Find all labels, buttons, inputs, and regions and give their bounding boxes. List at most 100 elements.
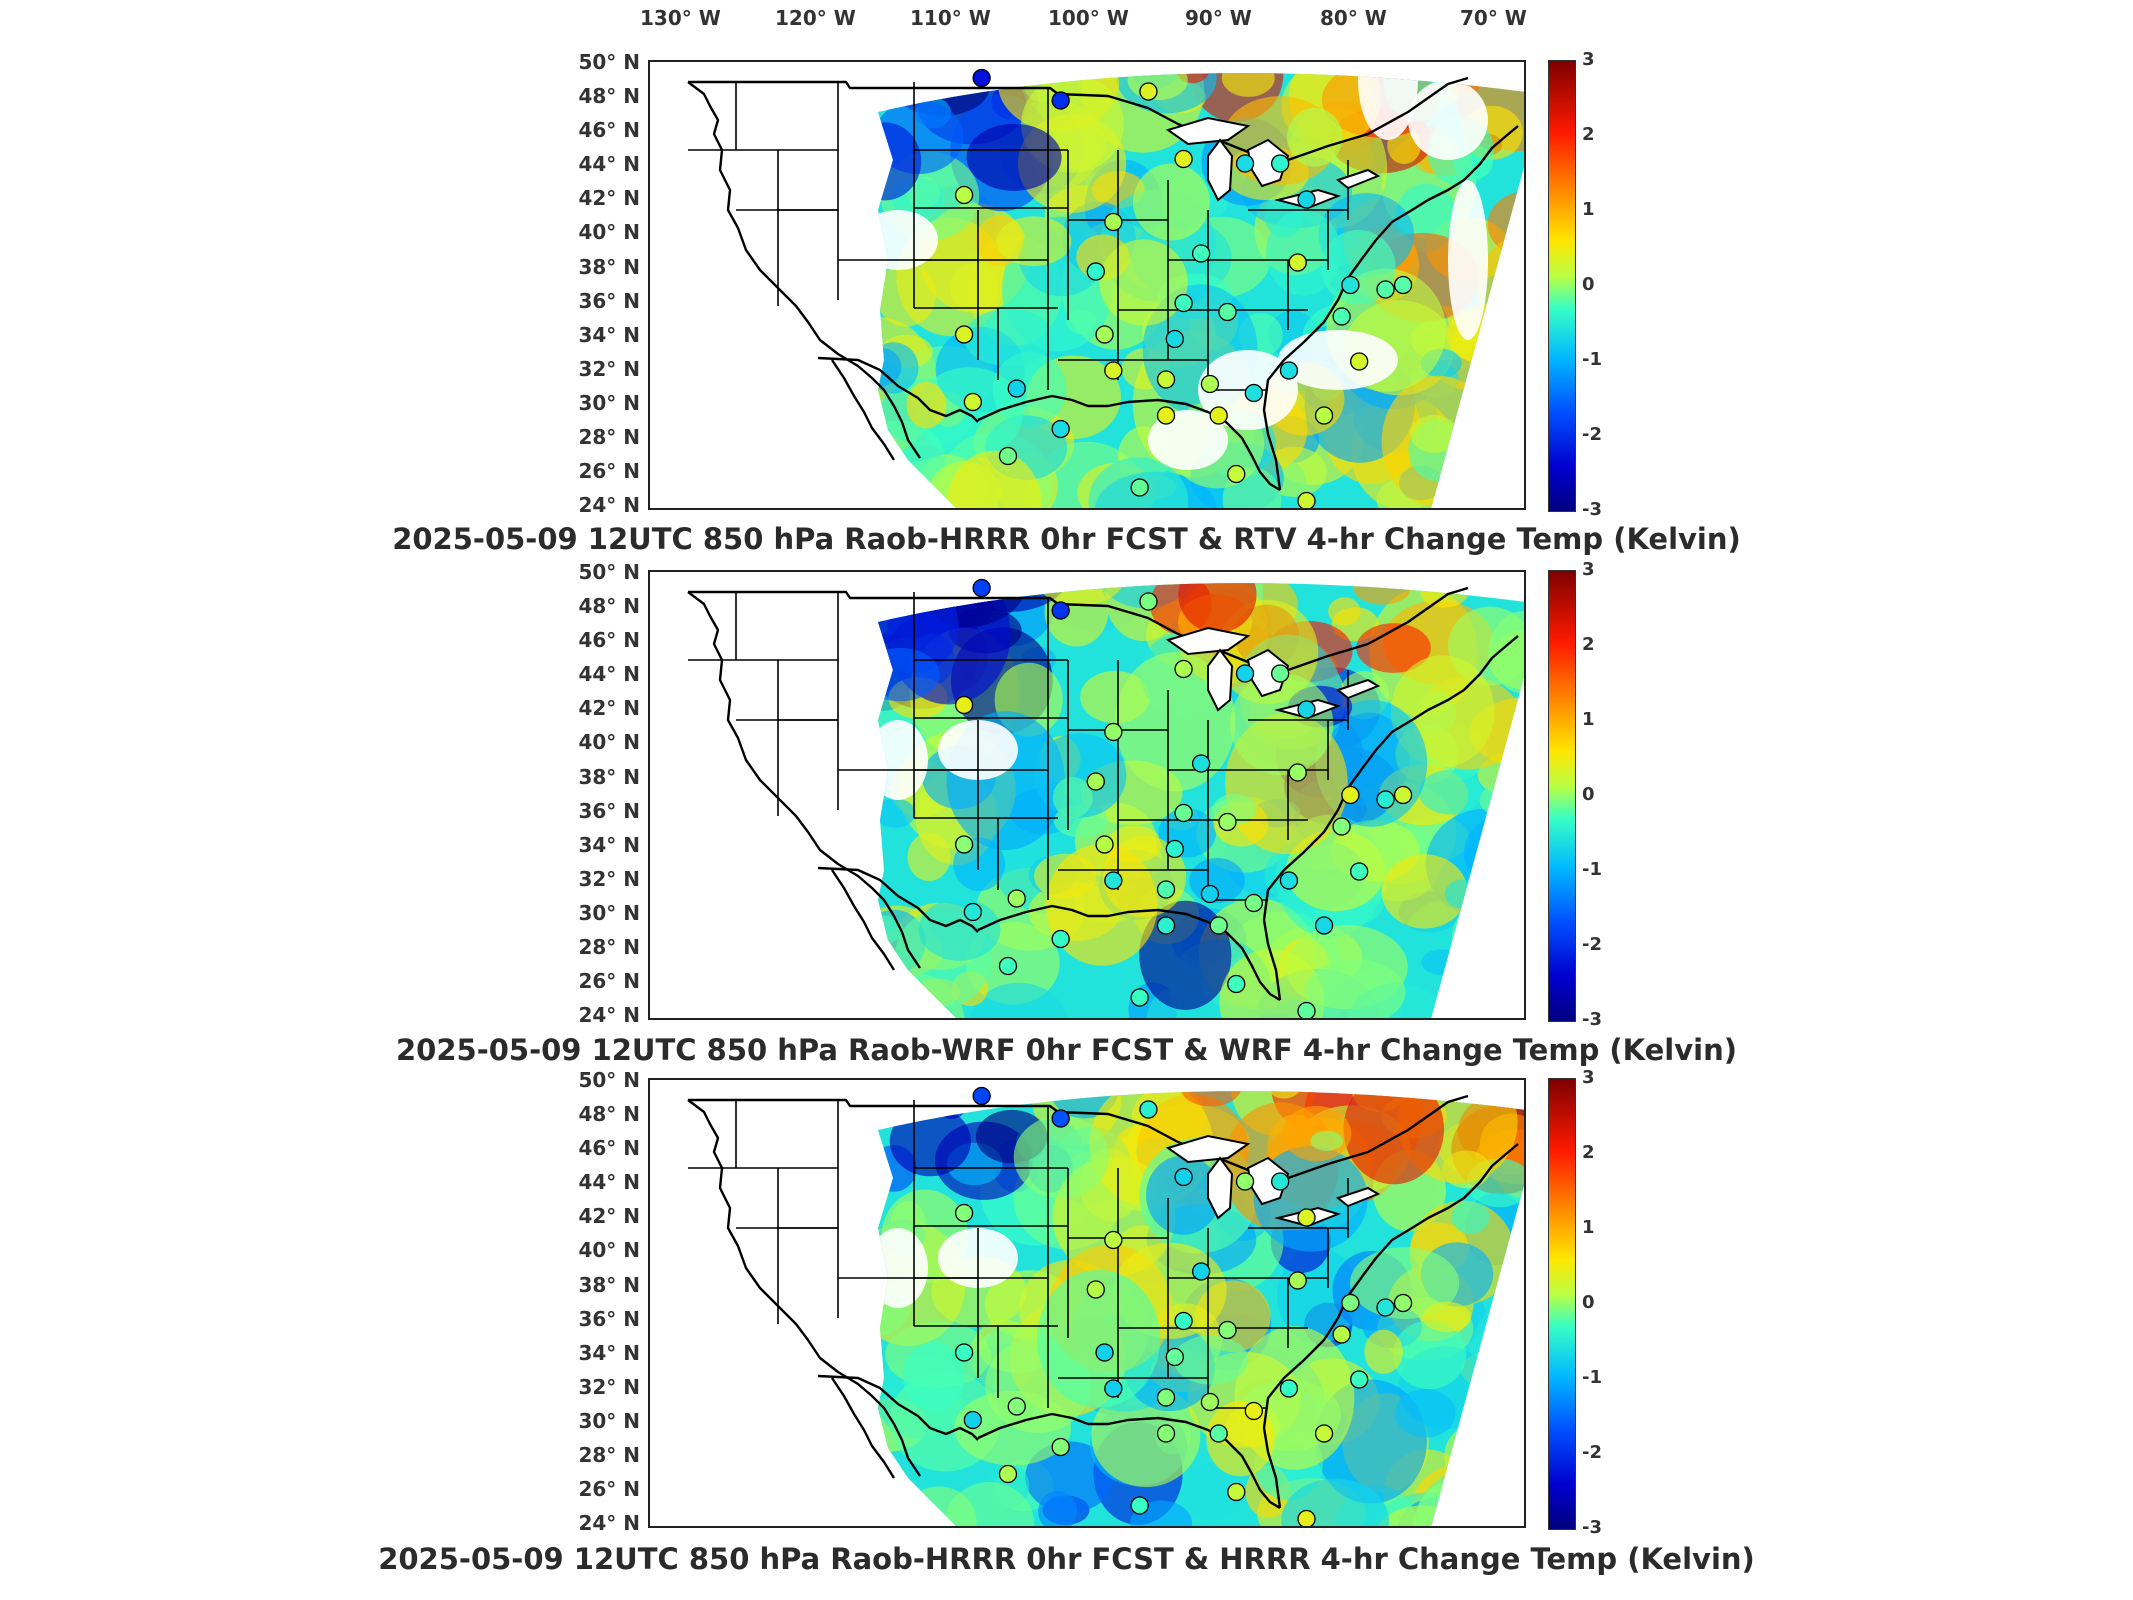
radiosonde-station-marker: [1279, 361, 1299, 380]
radiosonde-station-marker: [1244, 1401, 1263, 1421]
longitude-label: 130° W: [640, 6, 721, 30]
radiosonde-station-marker: [1174, 1311, 1193, 1331]
radiosonde-station-marker: [998, 1464, 1018, 1484]
colorbar: [1548, 570, 1576, 1022]
great-lake: [1246, 648, 1290, 698]
colorbar-tick-label: 2: [1582, 634, 1595, 655]
radiosonde-station-marker: [1104, 212, 1123, 232]
great-lake: [1246, 1156, 1290, 1206]
latitude-label: 44° N: [578, 662, 640, 687]
radiosonde-station-marker: [1174, 149, 1193, 169]
radiosonde-station-marker: [1279, 871, 1299, 890]
radiosonde-station-marker: [1086, 772, 1105, 791]
radiosonde-station-marker: [1156, 406, 1176, 425]
latitude-label: 28° N: [578, 425, 640, 450]
latitude-label: 48° N: [578, 1102, 640, 1127]
radiosonde-station-marker: [1156, 1424, 1176, 1443]
colorbar-tick-label: 2: [1582, 124, 1595, 145]
radiosonde-station-marker: [1341, 1293, 1360, 1313]
great-lake: [1335, 678, 1381, 700]
radiosonde-station-marker: [1393, 785, 1413, 805]
boundary-line: [831, 359, 896, 461]
radiosonde-station-marker: [1139, 592, 1158, 611]
temperature-map: [648, 570, 1526, 1020]
latitude-label: 28° N: [578, 1443, 640, 1468]
radiosonde-station-marker: [1007, 889, 1026, 908]
latitude-label: 24° N: [578, 493, 640, 518]
radiosonde-station-marker: [1393, 1293, 1413, 1313]
radiosonde-station-marker: [1244, 383, 1263, 403]
great-lake: [1165, 626, 1251, 656]
radiosonde-station-marker: [1332, 1325, 1351, 1344]
radiosonde-station-marker: [1139, 82, 1158, 101]
radiosonde-station-marker: [1297, 190, 1316, 209]
latitude-label: 36° N: [578, 1306, 640, 1331]
radiosonde-station-marker: [954, 1343, 974, 1362]
radiosonde-station-marker: [1288, 763, 1307, 782]
latitude-label: 40° N: [578, 220, 640, 245]
boundary-line: [1262, 125, 1519, 491]
radiosonde-station-marker: [1350, 1370, 1369, 1389]
colorbar: [1548, 1078, 1576, 1530]
panel-title: 2025-05-09 12UTC 850 hPa Raob-HRRR 0hr F…: [378, 1542, 1755, 1576]
latitude-label: 34° N: [578, 832, 640, 857]
radiosonde-station-marker: [1174, 293, 1193, 313]
latitude-label: 42° N: [578, 1204, 640, 1229]
radiosonde-station-marker: [1200, 884, 1220, 904]
latitude-label: 24° N: [578, 1511, 640, 1536]
radiosonde-station-marker: [1297, 1208, 1316, 1227]
colorbar-tick-label: 1: [1582, 199, 1595, 220]
radiosonde-station-marker: [1235, 154, 1255, 173]
latitude-label: 26° N: [578, 969, 640, 994]
radiosonde-station-marker: [1051, 1437, 1070, 1457]
radiosonde-station-marker: [1191, 1262, 1211, 1281]
radiosonde-station-marker: [1200, 1392, 1220, 1412]
longitude-label: 120° W: [775, 6, 856, 30]
radiosonde-station-marker: [954, 835, 974, 854]
boundary-line: [687, 1099, 921, 1477]
colorbar-tick-label: 0: [1582, 784, 1595, 805]
latitude-label: 42° N: [578, 186, 640, 211]
radiosonde-station-marker: [1341, 785, 1360, 805]
great-lake: [1335, 168, 1381, 190]
radiosonde-station-marker: [1051, 1109, 1070, 1128]
boundary-line: [1262, 1143, 1519, 1509]
latitude-label: 48° N: [578, 594, 640, 619]
latitude-label: 44° N: [578, 152, 640, 177]
radiosonde-station-marker: [1051, 929, 1070, 949]
latitude-label: 24° N: [578, 1003, 640, 1028]
radiosonde-station-marker: [1350, 862, 1369, 881]
radiosonde-station-marker: [1007, 379, 1026, 398]
colorbar-tick-label: -3: [1582, 1009, 1602, 1030]
radiosonde-station-marker: [1104, 871, 1123, 890]
latitude-label: 26° N: [578, 1477, 640, 1502]
boundary-line: [687, 591, 921, 969]
radiosonde-station-marker: [1314, 916, 1334, 935]
radiosonde-station-marker: [1086, 1280, 1105, 1299]
colorbar-tick-label: -3: [1582, 1517, 1602, 1538]
latitude-label: 30° N: [578, 390, 640, 415]
colorbar-tick-label: 2: [1582, 1142, 1595, 1163]
latitude-label: 50° N: [578, 560, 640, 584]
colorbar: [1548, 60, 1576, 512]
latitude-label: 32° N: [578, 1374, 640, 1399]
colorbar-tick-label: 3: [1582, 49, 1595, 70]
temperature-map: [648, 1078, 1526, 1528]
radiosonde-station-marker: [1051, 91, 1070, 110]
latitude-label: 46° N: [578, 628, 640, 653]
longitude-label: 80° W: [1320, 6, 1387, 30]
radiosonde-station-marker: [1007, 1397, 1026, 1416]
boundary-line: [977, 904, 1281, 1002]
latitude-label: 50° N: [578, 1068, 640, 1092]
boundary-line: [831, 1377, 896, 1479]
radiosonde-station-marker: [1165, 1347, 1184, 1367]
radiosonde-station-marker: [1297, 700, 1316, 719]
radiosonde-station-marker: [954, 185, 974, 205]
latitude-label: 26° N: [578, 459, 640, 484]
colorbar-tick-label: -1: [1582, 859, 1602, 880]
radiosonde-station-marker: [1227, 464, 1246, 484]
latitude-label: 38° N: [578, 254, 640, 279]
radiosonde-station-marker: [1209, 406, 1228, 425]
latitude-label: 32° N: [578, 866, 640, 891]
